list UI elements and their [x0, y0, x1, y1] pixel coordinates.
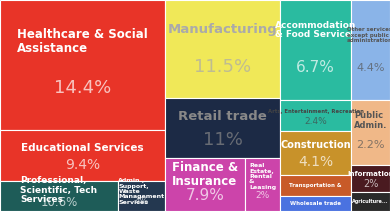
Bar: [351, 192, 390, 211]
Bar: [245, 158, 280, 211]
Bar: [351, 165, 390, 192]
Text: Agriculture...: Agriculture...: [352, 199, 389, 204]
Text: Wholesale trade: Wholesale trade: [290, 201, 341, 206]
Text: 2.2%: 2.2%: [356, 141, 385, 150]
Bar: [280, 175, 351, 196]
Bar: [280, 196, 351, 211]
Text: Transportation &: Transportation &: [289, 183, 342, 188]
Bar: [0, 181, 118, 211]
Text: 11%: 11%: [202, 131, 243, 149]
Text: Arts, Entertainment, Recreation: Arts, Entertainment, Recreation: [268, 109, 363, 114]
Text: 2%: 2%: [255, 191, 269, 200]
Text: Professional,
Scientific, Tech
Services: Professional, Scientific, Tech Services: [20, 176, 98, 204]
Text: Healthcare & Social
Assistance: Healthcare & Social Assistance: [17, 28, 148, 55]
Text: Admin.,
Support,
Waste
Management
Services: Admin., Support, Waste Management Servic…: [119, 178, 165, 205]
Bar: [118, 181, 165, 211]
Bar: [280, 100, 351, 131]
Text: 7.9%: 7.9%: [186, 188, 224, 203]
Text: 4.1%: 4.1%: [298, 155, 333, 169]
Bar: [280, 131, 351, 175]
Text: 4%: 4%: [135, 197, 149, 207]
Text: 6.7%: 6.7%: [296, 61, 335, 76]
Text: 9.4%: 9.4%: [65, 158, 100, 172]
Text: Public
Admin.: Public Admin.: [354, 111, 387, 130]
Bar: [0, 0, 165, 130]
Text: 11.5%: 11.5%: [194, 58, 251, 76]
Bar: [280, 0, 351, 100]
Text: Educational Services: Educational Services: [21, 143, 144, 153]
Bar: [165, 158, 245, 211]
Text: Manufacturing: Manufacturing: [168, 23, 277, 36]
Bar: [165, 0, 280, 98]
Bar: [351, 0, 390, 100]
Text: Information: Information: [347, 172, 390, 177]
Text: 14.4%: 14.4%: [54, 79, 111, 97]
Text: 10.6%: 10.6%: [41, 196, 78, 208]
Bar: [0, 130, 165, 181]
Text: Retail trade: Retail trade: [178, 110, 267, 123]
Text: Construction: Construction: [280, 140, 351, 150]
Text: 2.4%: 2.4%: [304, 117, 327, 126]
Bar: [165, 98, 280, 158]
Text: 4.4%: 4.4%: [356, 63, 385, 73]
Text: Real
Estate,
Rental
&
Leasing: Real Estate, Rental & Leasing: [249, 163, 276, 190]
Text: 2%: 2%: [363, 179, 378, 189]
Bar: [351, 100, 390, 165]
Text: Other services,
except public
administration: Other services, except public administra…: [347, 27, 390, 43]
Text: Finance &
Insurance: Finance & Insurance: [172, 161, 238, 188]
Text: Accommodation
& Food Service: Accommodation & Food Service: [275, 21, 356, 39]
